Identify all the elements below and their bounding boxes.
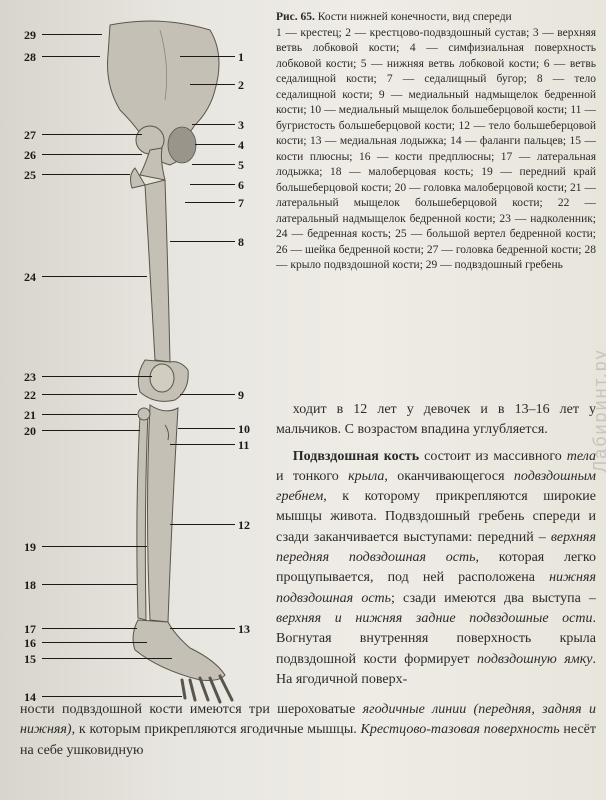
label-20: 20	[24, 424, 36, 439]
label-24: 24	[24, 270, 36, 285]
label-7: 7	[238, 196, 244, 211]
body-text-column: ходит в 12 лет у девочек и в 13–16 лет у…	[276, 400, 596, 690]
leader	[42, 174, 130, 175]
label-21: 21	[24, 408, 36, 423]
label-26: 26	[24, 148, 36, 163]
leader	[42, 546, 147, 547]
leader	[42, 430, 140, 431]
label-9: 9	[238, 388, 244, 403]
label-3: 3	[238, 118, 244, 133]
leader	[170, 241, 235, 242]
label-13: 13	[238, 622, 250, 637]
label-5: 5	[238, 158, 244, 173]
leader	[170, 524, 235, 525]
leader	[42, 394, 137, 395]
label-18: 18	[24, 578, 36, 593]
figure-area: 29 28 27 26 25 24 23 22 21 20 19 18 17 1…	[20, 10, 280, 760]
textbook-page: 29 28 27 26 25 24 23 22 21 20 19 18 17 1…	[0, 0, 606, 800]
paragraph-2: Подвздошная кость состоит из массивного …	[276, 447, 596, 691]
label-6: 6	[238, 178, 244, 193]
leader	[192, 164, 235, 165]
leg-bones-illustration	[50, 10, 270, 750]
leader	[192, 124, 235, 125]
label-17: 17	[24, 622, 36, 637]
label-19: 19	[24, 540, 36, 555]
label-15: 15	[24, 652, 36, 667]
label-28: 28	[24, 50, 36, 65]
label-2: 2	[238, 78, 244, 93]
leader	[180, 56, 235, 57]
label-22: 22	[24, 388, 36, 403]
figure-title: Кости нижней конечности, вид спереди	[318, 11, 512, 23]
label-1: 1	[238, 50, 244, 65]
leader	[42, 584, 137, 585]
leader	[42, 414, 137, 415]
legend-list: 1 — крестец; 2 — крестцово-подвздошный с…	[276, 27, 596, 272]
leader	[42, 276, 147, 277]
label-27: 27	[24, 128, 36, 143]
label-25: 25	[24, 168, 36, 183]
label-4: 4	[238, 138, 244, 153]
leader	[42, 642, 147, 643]
leader	[42, 376, 152, 377]
leader	[42, 628, 137, 629]
leader	[42, 696, 182, 697]
label-29: 29	[24, 28, 36, 43]
watermark: Лабиринт.ру	[590, 348, 606, 472]
leader	[42, 154, 142, 155]
label-12: 12	[238, 518, 250, 533]
label-11: 11	[238, 438, 249, 453]
figure-number: Рис. 65.	[276, 11, 315, 23]
leader	[42, 658, 172, 659]
label-8: 8	[238, 235, 244, 250]
leader	[180, 394, 235, 395]
paragraph-1: ходит в 12 лет у девочек и в 13–16 лет у…	[276, 400, 596, 441]
leader	[170, 628, 235, 629]
leader	[195, 144, 235, 145]
leader	[170, 444, 235, 445]
leader	[42, 56, 100, 57]
leader	[42, 34, 102, 35]
figure-caption: Рис. 65. Кости нижней конечности, вид сп…	[276, 10, 596, 274]
leader	[42, 134, 142, 135]
body-text-full-width: ности подвздошной кости имеются три шеро…	[20, 700, 596, 761]
label-10: 10	[238, 422, 250, 437]
leader	[190, 184, 235, 185]
leader	[178, 428, 235, 429]
label-23: 23	[24, 370, 36, 385]
leader	[190, 84, 235, 85]
leader	[185, 202, 235, 203]
label-16: 16	[24, 636, 36, 651]
